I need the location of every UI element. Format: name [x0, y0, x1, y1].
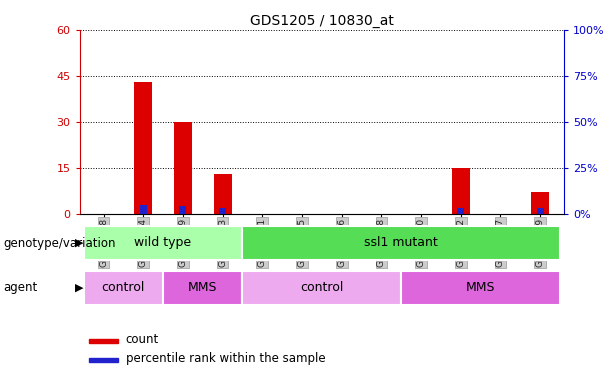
Title: GDS1205 / 10830_at: GDS1205 / 10830_at [250, 13, 394, 28]
Bar [89, 358, 118, 363]
Text: wild type: wild type [134, 236, 192, 249]
Bar [219, 208, 226, 214]
Text: ssl1 mutant: ssl1 mutant [364, 236, 438, 249]
Bar [163, 271, 242, 305]
Bar [214, 174, 232, 214]
Text: MMS: MMS [466, 281, 495, 294]
Text: count: count [126, 333, 159, 346]
Bar [89, 339, 118, 343]
Text: agent: agent [3, 281, 37, 294]
Text: MMS: MMS [188, 281, 218, 294]
Bar [83, 271, 163, 305]
Text: ▶: ▶ [75, 283, 83, 292]
Bar [242, 271, 402, 305]
Text: ▶: ▶ [75, 238, 83, 248]
Bar [140, 205, 147, 214]
Bar [242, 226, 560, 260]
Text: genotype/variation: genotype/variation [3, 237, 116, 249]
Bar [134, 82, 152, 214]
Text: percentile rank within the sample: percentile rank within the sample [126, 352, 326, 365]
Text: control: control [300, 281, 343, 294]
Bar [180, 206, 186, 214]
Bar [83, 226, 242, 260]
Bar [174, 122, 192, 214]
Bar [536, 208, 544, 214]
Bar [452, 168, 470, 214]
Text: control: control [102, 281, 145, 294]
Bar [457, 208, 464, 214]
Bar [402, 271, 560, 305]
Bar [531, 192, 549, 214]
